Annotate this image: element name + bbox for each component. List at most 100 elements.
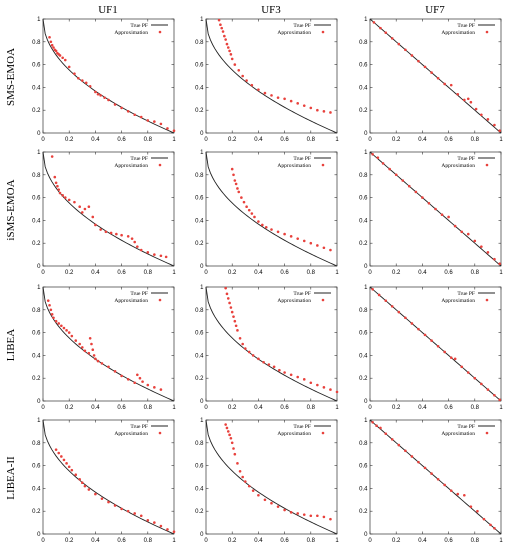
approximation-point xyxy=(233,452,237,456)
x-tick-label: 0.8 xyxy=(307,405,316,411)
approximation-point xyxy=(270,94,273,97)
y-tick-label: 0.2 xyxy=(195,376,204,382)
y-tick-label: 0 xyxy=(364,264,368,270)
approximation-point xyxy=(440,213,444,216)
approximation-point xyxy=(70,468,74,472)
x-tick-label: 0 xyxy=(41,405,45,411)
approximation-point xyxy=(296,375,300,379)
approximation-point xyxy=(236,187,239,190)
approximation-point xyxy=(447,215,450,219)
approximation-point xyxy=(94,223,97,227)
y-tick-label: 0 xyxy=(200,131,204,137)
approximation-point xyxy=(381,162,385,165)
approximation-point xyxy=(379,426,382,430)
approximation-point xyxy=(226,297,230,300)
approximation-point xyxy=(376,156,380,159)
approximation-point xyxy=(474,107,478,111)
legend-approximation-swatch xyxy=(321,298,325,302)
approximation-point xyxy=(233,179,237,182)
approximation-point xyxy=(270,228,273,231)
approximation-point xyxy=(329,517,332,521)
true-pf-line xyxy=(42,419,175,535)
y-tick-label: 1 xyxy=(37,17,41,23)
y-tick-label: 0.2 xyxy=(195,108,204,114)
approximation-point xyxy=(164,255,168,259)
approximation-point xyxy=(379,26,382,30)
approximation-point xyxy=(316,383,319,387)
approximation-point xyxy=(126,378,130,381)
approximation-point xyxy=(434,207,437,211)
x-tick-label: 0.4 xyxy=(91,405,100,411)
x-tick-label: 0.2 xyxy=(392,270,401,276)
approximation-point xyxy=(302,378,306,381)
x-tick-label: 0.4 xyxy=(254,405,263,411)
y-tick-label: 0.6 xyxy=(359,331,368,337)
x-tick-label: 1 xyxy=(499,270,503,276)
approximation-point xyxy=(463,98,466,102)
panel-uf3-sms-emoa: 0 0.2 0.4 0.6 0.8 1 0 0.2 0.4 0.6 0.8 1 True PFAppro… xyxy=(195,17,339,143)
approximation-point xyxy=(228,49,231,53)
approximation-point xyxy=(388,167,391,171)
x-tick-label: 0.6 xyxy=(444,137,453,143)
approximation-point xyxy=(96,92,100,96)
y-tick-label: 0 xyxy=(364,532,368,538)
y-tick-label: 0.2 xyxy=(32,241,41,247)
approximation-point xyxy=(242,200,246,204)
approximation-point xyxy=(322,386,326,389)
approximation-point xyxy=(463,493,466,497)
approximation-point xyxy=(276,96,280,99)
approximation-point xyxy=(74,473,78,477)
approximation-point xyxy=(236,462,239,465)
y-tick-label: 0.2 xyxy=(359,241,368,247)
legend-approximation-label: Approximation xyxy=(114,163,148,169)
approximation-point xyxy=(232,447,235,450)
x-tick-label: 0.8 xyxy=(144,270,153,276)
approximation-point xyxy=(394,173,398,177)
approximation-point xyxy=(226,430,230,433)
approximation-point xyxy=(322,110,326,113)
y-tick-label: 0.8 xyxy=(359,308,368,314)
legend-approximation-label: Approximation xyxy=(277,431,311,437)
legend-approximation-swatch xyxy=(321,30,325,34)
approximation-point xyxy=(166,528,169,531)
legend-true-pf-label: True PF xyxy=(293,291,311,297)
row-title-isms-emoa: iSMS-EMOA xyxy=(5,179,17,240)
approximation-point xyxy=(436,477,440,481)
approximation-point xyxy=(456,492,460,496)
x-tick-label: 0 xyxy=(41,137,45,143)
true-pf-line xyxy=(205,18,338,134)
legend-true-pf-label: True PF xyxy=(293,424,311,430)
approximation-point xyxy=(390,37,394,40)
legend-true-pf-label: True PF xyxy=(130,156,148,162)
y-tick-label: 0.8 xyxy=(195,40,204,46)
approximation-point xyxy=(90,342,93,346)
approximation-point xyxy=(316,108,319,112)
x-tick-label: 0.8 xyxy=(144,538,153,544)
approximation-point xyxy=(245,205,248,209)
approximation-point xyxy=(67,465,71,469)
x-tick-label: 0 xyxy=(41,270,45,276)
x-tick-label: 0.2 xyxy=(65,270,74,276)
approximation-point xyxy=(430,339,433,342)
approximation-point xyxy=(473,239,477,243)
legend-true-pf-label: True PF xyxy=(293,23,311,29)
y-tick-label: 0.2 xyxy=(359,108,368,114)
approximation-point xyxy=(430,472,433,475)
true-pf-line xyxy=(42,151,175,267)
approximation-point xyxy=(77,76,80,80)
approximation-point xyxy=(49,308,53,312)
approximation-point xyxy=(225,292,229,296)
approximation-point xyxy=(272,365,276,369)
y-tick-label: 0.2 xyxy=(359,509,368,515)
x-tick-label: 1 xyxy=(172,405,176,411)
approximation-point xyxy=(133,381,136,385)
approximation-point xyxy=(397,443,401,447)
approximation-point xyxy=(224,286,227,290)
x-tick-label: 0.8 xyxy=(471,405,480,411)
approximation-point xyxy=(329,248,332,252)
x-tick-label: 1 xyxy=(499,405,503,411)
approximation-point xyxy=(228,433,231,437)
approximation-point xyxy=(120,233,123,237)
approximation-point xyxy=(436,344,440,348)
